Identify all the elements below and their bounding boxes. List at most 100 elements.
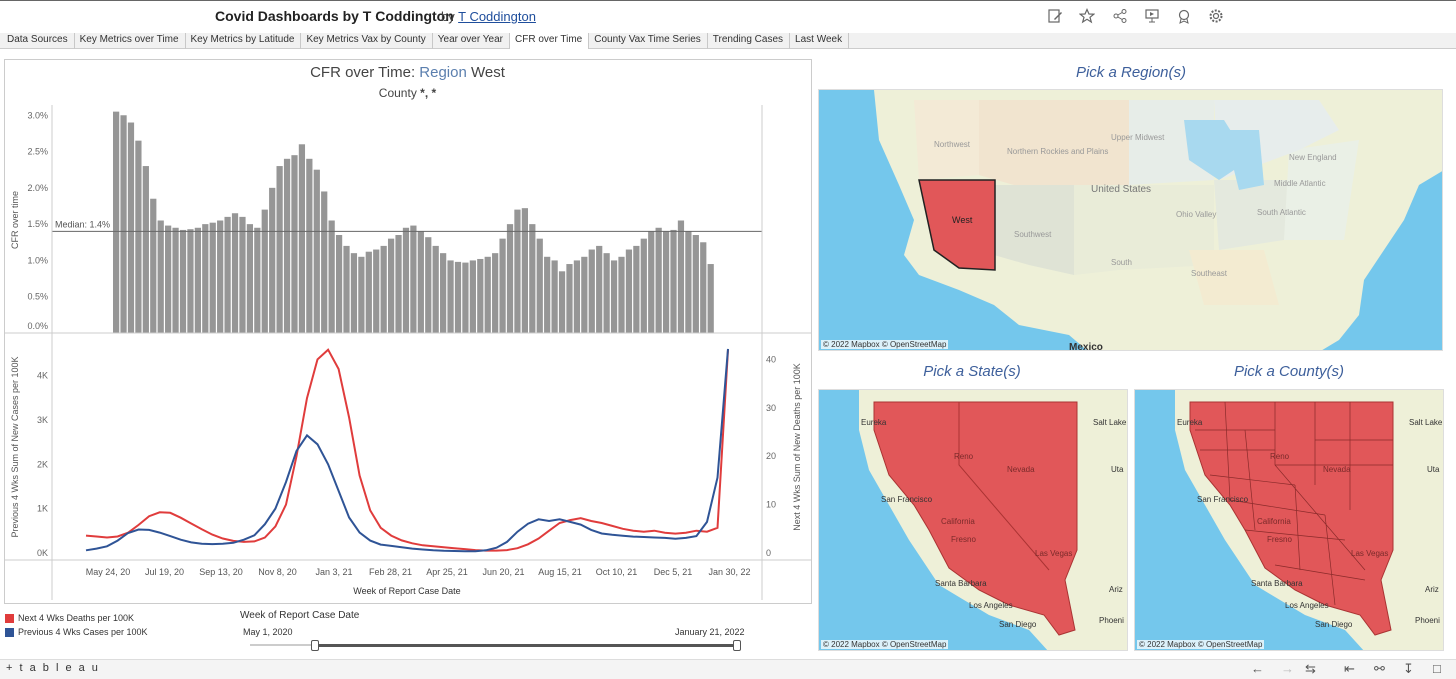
tab-data-sources[interactable]: Data Sources — [2, 33, 75, 49]
cfr-bar[interactable] — [187, 229, 194, 333]
cfr-bar[interactable] — [633, 245, 640, 333]
cfr-bar[interactable] — [610, 260, 618, 333]
present-icon[interactable] — [1143, 8, 1161, 26]
cfr-bar[interactable] — [269, 187, 276, 333]
cfr-bar[interactable] — [254, 227, 261, 333]
cases-series-line[interactable] — [85, 348, 729, 553]
cfr-bar[interactable] — [573, 260, 581, 333]
cfr-bar[interactable] — [544, 256, 551, 333]
cfr-bar[interactable] — [499, 238, 506, 333]
cfr-bar[interactable] — [432, 245, 439, 333]
cfr-bar[interactable] — [350, 253, 358, 333]
cfr-bar[interactable] — [283, 158, 291, 333]
cfr-bar[interactable] — [477, 258, 484, 333]
fullscreen-icon[interactable]: □ — [1433, 661, 1441, 676]
cfr-bar[interactable] — [514, 209, 521, 333]
cfr-bar[interactable] — [662, 231, 670, 333]
cfr-bar[interactable] — [685, 231, 692, 333]
cfr-bar[interactable] — [558, 271, 566, 333]
legend-item[interactable]: Previous 4 Wks Cases per 100K — [5, 625, 148, 639]
cfr-bar[interactable] — [209, 222, 216, 333]
tab-county-vax-time-series[interactable]: County Vax Time Series — [589, 33, 708, 49]
cfr-bar[interactable] — [521, 208, 528, 333]
undo-icon[interactable]: ← — [1251, 661, 1264, 676]
cfr-bar[interactable] — [179, 229, 187, 333]
cfr-bar[interactable] — [120, 115, 127, 334]
cfr-bar[interactable] — [172, 227, 179, 333]
cfr-bar[interactable] — [648, 231, 655, 333]
cfr-bar[interactable] — [447, 260, 454, 333]
cfr-bar[interactable] — [707, 264, 714, 333]
cfr-bar[interactable] — [231, 213, 239, 333]
cfr-bar[interactable] — [640, 238, 647, 333]
cfr-bar[interactable] — [551, 260, 558, 333]
cfr-bar[interactable] — [440, 253, 447, 333]
legend-item[interactable]: Next 4 Wks Deaths per 100K — [5, 611, 148, 625]
cfr-bar[interactable] — [321, 191, 328, 333]
cfr-bar[interactable] — [529, 224, 536, 333]
cfr-charts-svg[interactable]: 0.0% 0.5% 1.0% 1.5% 2.0% 2.5% 3.0% CFR over tim… — [0, 0, 815, 610]
slider-end-handle[interactable] — [733, 640, 741, 651]
cfr-bar[interactable] — [335, 235, 343, 333]
cfr-bar[interactable] — [157, 220, 164, 334]
cfr-bar[interactable] — [603, 253, 610, 333]
cfr-bar[interactable] — [462, 262, 469, 333]
tab-key-metrics-vax-by-county[interactable]: Key Metrics Vax by County — [301, 33, 433, 49]
cfr-bar[interactable] — [298, 144, 306, 333]
reset-icon[interactable]: ⇤ — [1344, 661, 1355, 676]
cfr-bar[interactable] — [625, 249, 633, 333]
tab-last-week[interactable]: Last Week — [790, 33, 850, 49]
cfr-bar[interactable] — [395, 235, 402, 333]
cfr-bar[interactable] — [246, 224, 254, 333]
cfr-bar[interactable] — [358, 256, 365, 333]
cfr-bar[interactable] — [194, 227, 201, 333]
cfr-bar[interactable] — [417, 231, 424, 333]
cfr-bar[interactable] — [261, 209, 268, 333]
cfr-bar[interactable] — [677, 220, 685, 334]
tab-cfr-over-time[interactable]: CFR over Time — [510, 33, 590, 49]
cfr-bar[interactable] — [365, 251, 372, 333]
cfr-bar[interactable] — [655, 227, 662, 333]
tab-key-metrics-by-latitude[interactable]: Key Metrics by Latitude — [186, 33, 302, 49]
cfr-bar[interactable] — [425, 237, 432, 333]
cfr-bar[interactable] — [343, 245, 350, 333]
cfr-bar[interactable] — [276, 166, 283, 333]
cfr-bar[interactable] — [692, 235, 699, 333]
cfr-bar[interactable] — [506, 224, 514, 333]
cfr-bar[interactable] — [670, 229, 677, 333]
slider-start-handle[interactable] — [311, 640, 319, 651]
cfr-bar[interactable] — [618, 256, 625, 333]
cfr-bar[interactable] — [380, 245, 387, 333]
cfr-bar[interactable] — [700, 242, 707, 333]
cfr-bar[interactable] — [469, 260, 476, 333]
cfr-bar[interactable] — [165, 225, 172, 333]
cfr-bar[interactable] — [484, 256, 491, 333]
cfr-bar[interactable] — [113, 111, 120, 334]
cfr-bar[interactable] — [142, 166, 149, 333]
cfr-bar[interactable] — [566, 264, 573, 333]
author-link[interactable]: T Coddington — [458, 9, 536, 24]
cfr-bar[interactable] — [224, 216, 231, 333]
tab-trending-cases[interactable]: Trending Cases — [708, 33, 791, 49]
cfr-bar[interactable] — [150, 198, 157, 333]
county-map[interactable]: Eureka Salt Lake Reno Nevada Uta San Francisc… — [1134, 389, 1444, 651]
favorite-star-icon[interactable] — [1078, 8, 1096, 26]
cfr-bar[interactable] — [239, 216, 246, 333]
cfr-bar[interactable] — [328, 220, 335, 334]
redo-icon[interactable]: → — [1281, 661, 1294, 676]
cfr-bar[interactable] — [387, 238, 395, 333]
download-icon[interactable]: ↧ — [1403, 661, 1414, 676]
revert-icon[interactable]: ⇆ — [1305, 661, 1316, 676]
cfr-bar[interactable] — [596, 245, 603, 333]
cfr-bar[interactable] — [135, 140, 142, 333]
cfr-bar[interactable] — [313, 169, 320, 333]
deaths-series-line[interactable] — [85, 348, 729, 552]
share-footer-icon[interactable]: ⚯ — [1374, 661, 1385, 676]
share-icon[interactable] — [1111, 8, 1129, 26]
cfr-bar[interactable] — [373, 249, 380, 333]
cfr-bar[interactable] — [410, 225, 417, 333]
cfr-bar[interactable] — [291, 155, 298, 333]
cfr-bar[interactable] — [588, 249, 595, 333]
cfr-bar[interactable] — [402, 227, 410, 333]
subscribe-icon[interactable] — [1175, 8, 1193, 26]
